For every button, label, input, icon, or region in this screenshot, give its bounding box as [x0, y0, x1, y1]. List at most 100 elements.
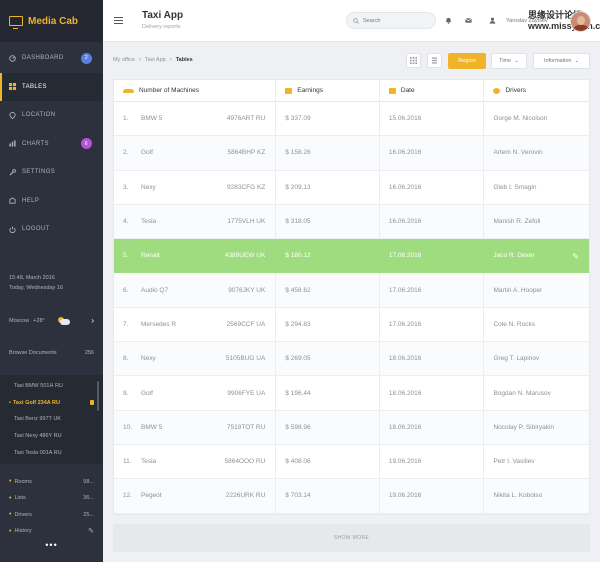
earnings-cell: $ 180.12 — [276, 239, 380, 273]
date-cell: 16.06.2016 — [380, 136, 485, 170]
earnings-cell: $ 408.06 — [276, 444, 380, 479]
table-row[interactable]: 11. Tesla 5864OOO RU $ 408.06 19.06.2016 Petr… — [114, 444, 589, 480]
grid-view-icon — [410, 57, 417, 64]
sidebar-item-charts[interactable]: Charts 6 — [0, 130, 103, 159]
category-item[interactable]: • History ✎ — [0, 523, 103, 540]
more-icon[interactable]: ••• — [45, 540, 58, 550]
machine-cell: 8. Nexy 5105BUG UA — [114, 342, 277, 376]
bell-icon[interactable] — [445, 17, 452, 24]
category-item[interactable]: • Rooms 98... — [0, 473, 103, 490]
category-item[interactable]: • Lists 36... — [0, 490, 103, 507]
sidebar-item-help[interactable]: Help — [0, 187, 103, 216]
brand[interactable]: Media Cab — [0, 0, 103, 42]
sidebar-item-logout[interactable]: Logout — [0, 215, 103, 244]
date-cell: 18.06.2016 — [380, 376, 485, 410]
table-row[interactable]: 5. Renalt 4389UEW UK $ 180.12 17.06.2016 Jaco… — [114, 239, 589, 274]
weather-widget[interactable]: Moscow +28° › — [0, 315, 103, 327]
row-number: 7. — [123, 320, 129, 328]
pencil-icon[interactable]: ✎ — [88, 528, 94, 536]
document-item[interactable]: Taxi Tesla 001A RU — [0, 445, 103, 462]
car-model: BMW 5 — [141, 423, 163, 431]
watermark: 思缘设计论坛 www.missyuan.com — [528, 10, 600, 31]
table-row[interactable]: 4. Tesla 1775VLH UK $ 318.05 16.06.2016 Manis… — [114, 204, 589, 240]
machine-cell: 11. Tesla 5864OOO RU — [114, 444, 277, 479]
car-model: Renalt — [141, 252, 160, 260]
license-plate: 9906FYE UA — [227, 389, 266, 397]
table-row[interactable]: 10. BMW 5 7519TOT RU $ 598.96 18.06.2016 Noco… — [114, 410, 589, 445]
column-header-machines[interactable]: Number of Machines — [114, 79, 277, 102]
breadcrumb-item[interactable]: Taxi App — [144, 57, 166, 63]
table-row[interactable]: 9. Golf 9906FYE UA $ 196.44 18.06.2016 Bogdan… — [114, 376, 589, 411]
license-plate: 9283CFG KZ — [227, 183, 266, 191]
earnings-cell: $ 158.26 — [276, 136, 380, 170]
row-number: 12. — [123, 492, 133, 500]
search-box[interactable] — [346, 12, 436, 29]
grid-view-button[interactable] — [406, 53, 421, 68]
table-row[interactable]: 3. Nexy 9283CFG KZ $ 209.13 16.06.2016 Gleb I… — [114, 170, 589, 205]
license-plate: 5864BHP KZ — [227, 149, 266, 157]
driver-cell: Martin A. Hooper — [493, 286, 543, 294]
wrench-icon — [9, 168, 16, 176]
table-row[interactable]: 6. Audio Q7 9076JKY UK $ 458.62 17.06.2016 Ma… — [114, 273, 589, 308]
avatar[interactable] — [570, 11, 591, 32]
row-number: 4. — [123, 218, 129, 226]
sidebar-nav: Dashboard 2 Tables Location Charts 6 Set… — [0, 44, 103, 244]
edit-icon[interactable]: ✎ — [572, 252, 579, 262]
time-dropdown-label: Time — [499, 58, 512, 64]
sidebar-item-dashboard[interactable]: Dashboard 2 — [0, 44, 103, 73]
earnings-cell: $ 337.09 — [276, 102, 380, 136]
date-cell: 17.06.2016 — [380, 307, 485, 342]
row-number: 3. — [123, 183, 129, 191]
information-dropdown[interactable]: Information ⌄ — [533, 53, 590, 69]
dashboard-icon — [9, 55, 16, 62]
category-item[interactable]: • Drivers 25... — [0, 506, 103, 523]
browse-label: Browse Documents — [9, 349, 57, 356]
user-icon[interactable] — [489, 17, 496, 24]
help-icon — [9, 197, 16, 204]
current-time: 15:48, March 2016 — [9, 274, 55, 281]
column-header-label: Number of Machines — [139, 87, 199, 94]
table-row[interactable]: 7. Mersedes R 2569CCF UA $ 294.83 17.06.2016… — [114, 307, 589, 343]
license-plate: 4389UEW UK — [224, 252, 266, 260]
bullet-icon: • — [9, 478, 12, 486]
document-item[interactable]: Taxi Nexy 486Y RU — [0, 428, 103, 445]
document-item[interactable]: Taxi Benz 997T UK — [0, 411, 103, 428]
region-button[interactable]: Region — [448, 53, 486, 69]
sidebar-item-label: Location — [22, 112, 56, 119]
car-model: Tesla — [141, 218, 157, 226]
machine-cell: 9. Golf 9906FYE UA — [114, 376, 277, 410]
column-header-drivers[interactable]: Drivers — [484, 80, 589, 102]
lock-icon — [90, 400, 94, 406]
car-model: Golf — [141, 389, 153, 397]
column-header-date[interactable]: Date — [380, 79, 485, 102]
table-row[interactable]: 12. Pegeot 2226URK RU $ 703.14 19.06.2016 Nik… — [114, 479, 589, 514]
car-model: Nexy — [141, 355, 156, 363]
table-body: 1. BMW 5 4976ART RU $ 337.09 15.06.2016 Gorge… — [114, 102, 589, 514]
chevron-down-icon: ⌄ — [514, 58, 519, 64]
sidebar-item-tables[interactable]: Tables — [0, 72, 103, 101]
category-count: 98... — [83, 478, 94, 485]
document-item[interactable]: Taxi Golf 234A RU — [0, 394, 103, 411]
sidebar-item-location[interactable]: Location — [0, 101, 103, 130]
table-row[interactable]: 2. Golf 5864BHP KZ $ 158.26 16.06.2016 Artem … — [114, 136, 589, 171]
sidebar-item-settings[interactable]: Settings — [0, 158, 103, 187]
show-more-button[interactable]: SHOW MORE — [113, 524, 590, 552]
weather-city: Moscow — [9, 317, 30, 324]
mail-icon[interactable] — [465, 17, 472, 24]
document-item[interactable]: Taxi BMW 501H RU — [0, 378, 103, 395]
hamburger-menu-icon[interactable] — [114, 17, 123, 25]
user-name[interactable]: Yaroslav Zaytsev — [506, 18, 548, 24]
table-row[interactable]: 1. BMW 5 4976ART RU $ 337.09 15.06.2016 Gorge… — [114, 102, 589, 137]
chevron-right-icon[interactable]: › — [91, 316, 94, 325]
scrollbar[interactable] — [97, 380, 99, 411]
list-view-button[interactable] — [427, 53, 442, 68]
category-label: Drivers — [14, 511, 32, 518]
column-header-earnings[interactable]: Earnings — [276, 79, 380, 102]
table-row[interactable]: 8. Nexy 5105BUG UA $ 269.05 18.06.2016 Greg T… — [114, 342, 589, 377]
breadcrumb-item[interactable]: My office — [113, 57, 135, 63]
sidebar: Media Cab Dashboard 2 Tables Location Ch… — [0, 0, 103, 562]
time-dropdown[interactable]: Time ⌄ — [491, 53, 527, 69]
earnings-cell: $ 196.44 — [276, 376, 380, 410]
search-input[interactable] — [363, 17, 423, 24]
browse-documents[interactable]: Browse Documents 256 — [0, 348, 103, 358]
